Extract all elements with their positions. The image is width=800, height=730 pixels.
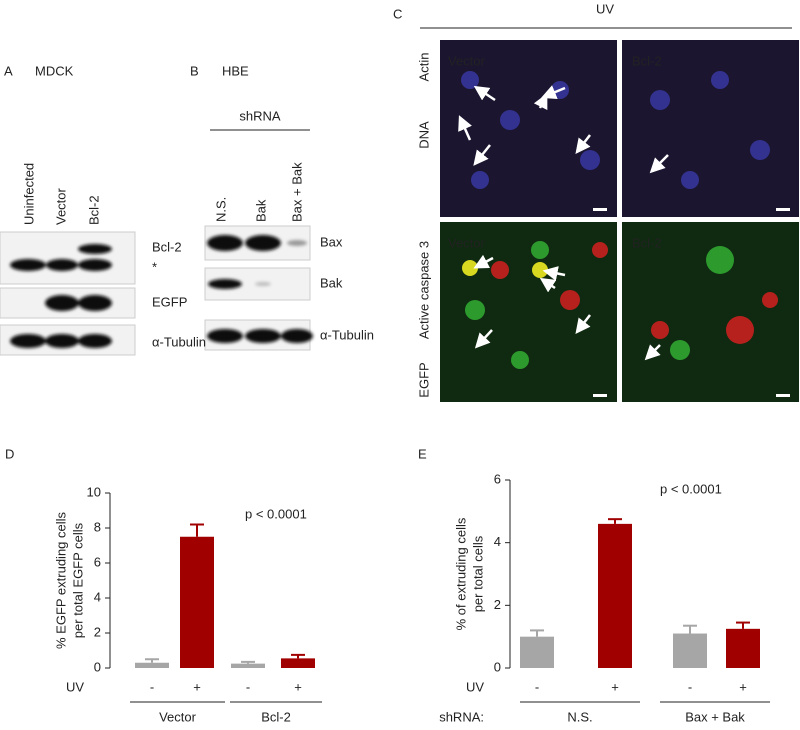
bar <box>520 636 554 668</box>
bar <box>598 523 632 668</box>
lane-label: Bcl-2 <box>86 195 101 225</box>
bar <box>231 663 265 668</box>
stain-label: Actin <box>416 53 431 82</box>
band-label: Bcl-2 <box>152 239 182 254</box>
group-label: Vector <box>159 709 197 724</box>
x-tick-label: + <box>739 679 747 694</box>
row-label: UV <box>466 679 484 694</box>
panel-title: HBE <box>222 63 249 78</box>
group-label: Bcl-2 <box>261 709 291 724</box>
blot-a <box>0 231 136 356</box>
y-tick-label: 6 <box>94 554 101 569</box>
panel-title: UV <box>596 1 614 16</box>
lane-label: Bax + Bak <box>289 162 304 222</box>
panel-letter: C <box>393 6 402 21</box>
y-axis-label: % of extruding cells <box>453 517 468 630</box>
y-axis-label: per total cells <box>470 535 485 612</box>
y-tick-label: 6 <box>494 471 501 486</box>
blot-header: shRNA <box>239 108 281 123</box>
annotation: p < 0.0001 <box>660 481 722 496</box>
band-label: Bak <box>320 275 343 290</box>
x-tick-label: + <box>193 679 201 694</box>
y-tick-label: 8 <box>94 519 101 534</box>
x-tick-label: - <box>150 679 154 694</box>
y-tick-label: 2 <box>494 597 501 612</box>
lane-label: Vector <box>53 187 68 225</box>
lane-label: Bak <box>253 199 268 222</box>
image-label: Vector <box>448 53 486 68</box>
x-tick-label: + <box>611 679 619 694</box>
bar <box>281 658 315 668</box>
bar <box>726 628 760 668</box>
group-label: Bax + Bak <box>685 709 745 724</box>
x-tick-label: - <box>246 679 250 694</box>
y-tick-label: 10 <box>87 484 101 499</box>
stain-label: EGFP <box>416 362 431 397</box>
panel-letter: A <box>4 63 13 78</box>
bar <box>135 662 169 668</box>
band-label: Bax <box>320 234 343 249</box>
stain-label: Active caspase 3 <box>416 241 431 339</box>
y-tick-label: 4 <box>94 589 101 604</box>
x-tick-label: - <box>688 679 692 694</box>
bar <box>673 633 707 668</box>
y-tick-label: 2 <box>94 624 101 639</box>
micrographs <box>440 40 799 402</box>
image-label: Bcl-2 <box>632 235 662 250</box>
x-tick-label: + <box>294 679 302 694</box>
panel-title: MDCK <box>35 63 74 78</box>
band-label: α-Tubulin <box>152 334 206 349</box>
band-label: EGFP <box>152 294 187 309</box>
stain-label: DNA <box>416 121 431 149</box>
annotation: p < 0.0001 <box>245 506 307 521</box>
y-tick-label: 0 <box>94 659 101 674</box>
image-label: Bcl-2 <box>632 53 662 68</box>
panel-letter: B <box>190 63 199 78</box>
band-label: * <box>152 259 157 274</box>
row-label: UV <box>66 679 84 694</box>
y-axis-label: % EGFP extruding cells <box>53 511 68 649</box>
y-tick-label: 4 <box>494 534 501 549</box>
x-tick-label: - <box>535 679 539 694</box>
lane-label: N.S. <box>213 197 228 222</box>
panel-letter: E <box>418 446 427 461</box>
group-row-label: shRNA: <box>439 709 484 724</box>
bar <box>180 536 214 668</box>
blot-b <box>204 225 313 351</box>
y-tick-label: 0 <box>494 659 501 674</box>
group-label: N.S. <box>567 709 592 724</box>
band-label: α-Tubulin <box>320 327 374 342</box>
y-axis-label: per total EGFP cells <box>70 522 85 638</box>
lane-label: Uninfected <box>21 163 36 225</box>
panel-letter: D <box>5 446 14 461</box>
image-label: Vector <box>448 235 486 250</box>
